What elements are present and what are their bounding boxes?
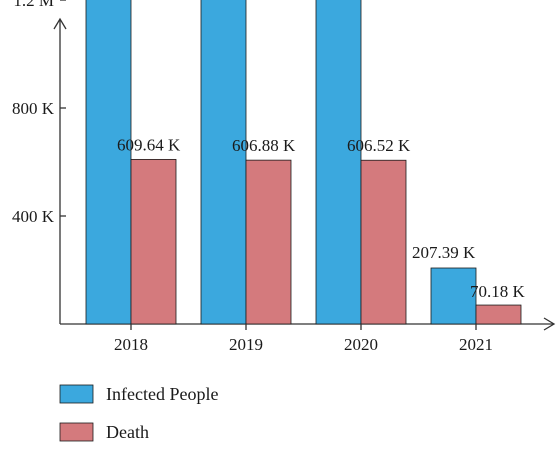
x-tick-label-2019: 2019 bbox=[229, 335, 263, 354]
data-label-death-2021: 70.18 K bbox=[470, 282, 526, 301]
bar-infected-2019 bbox=[201, 0, 246, 324]
y-tick-label: 800 K bbox=[12, 99, 55, 118]
bar-death-2020 bbox=[361, 160, 406, 324]
y-tick-label: 400 K bbox=[12, 207, 55, 226]
y-tick-label: 1.2 M bbox=[13, 0, 54, 10]
data-label-death-2019: 606.88 K bbox=[232, 136, 296, 155]
legend-label-death: Death bbox=[106, 422, 149, 442]
x-ticks: 2018 2019 2020 2021 bbox=[114, 324, 493, 354]
bar-infected-2020 bbox=[316, 0, 361, 324]
bar-infected-2018 bbox=[86, 0, 131, 324]
legend: Infected People Death bbox=[60, 384, 218, 442]
data-label-death-2020: 606.52 K bbox=[347, 136, 411, 155]
legend-swatch-infected bbox=[60, 385, 93, 403]
bar-death-2018 bbox=[131, 159, 176, 324]
y-axis bbox=[54, 19, 66, 324]
x-tick-label-2018: 2018 bbox=[114, 335, 148, 354]
legend-swatch-death bbox=[60, 423, 93, 441]
bar-death-2021 bbox=[476, 305, 521, 324]
data-label-infected-2021: 207.39 K bbox=[412, 243, 476, 262]
x-tick-label-2021: 2021 bbox=[459, 335, 493, 354]
data-label-death-2018: 609.64 K bbox=[117, 135, 181, 154]
x-tick-label-2020: 2020 bbox=[344, 335, 378, 354]
legend-label-infected: Infected People bbox=[106, 384, 218, 404]
bar-death-2019 bbox=[246, 160, 291, 324]
